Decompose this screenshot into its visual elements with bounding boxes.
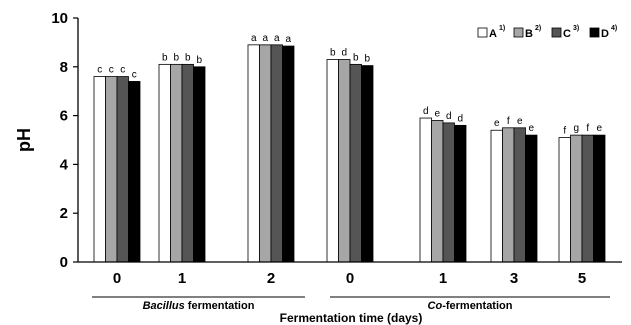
bar-significance-letter: a <box>262 33 268 44</box>
x-tick-label: 2 <box>267 270 275 287</box>
bar-significance-letter: c <box>97 65 102 76</box>
y-axis-label: pH <box>14 128 34 152</box>
legend-footnote-marker: 2) <box>535 25 541 32</box>
bar-significance-letter: e <box>494 118 500 129</box>
x-tick-label: 0 <box>113 270 121 287</box>
y-tick-label: 6 <box>60 108 68 125</box>
bar-significance-letter: e <box>517 116 523 127</box>
bar <box>326 59 339 263</box>
x-tick-label: 1 <box>439 270 447 287</box>
y-tick-label: 8 <box>60 59 68 76</box>
bar-significance-letter: b <box>162 52 168 63</box>
legend-label: A <box>489 28 497 40</box>
bar-significance-letter: d <box>446 111 452 122</box>
bar-significance-letter: b <box>330 47 336 58</box>
legend-footnote-marker: 4) <box>611 25 617 32</box>
x-tick-label: 5 <box>578 270 586 287</box>
bar <box>181 63 194 263</box>
bar-significance-letter: c <box>120 65 125 76</box>
bar-significance-letter: b <box>196 55 202 66</box>
y-axis-ticks: 0 2 4 6 8 10 <box>51 10 78 271</box>
bar-significance-letter: e <box>596 123 602 134</box>
bar <box>502 127 515 263</box>
bar <box>158 63 171 263</box>
bar-significance-letter: b <box>353 52 359 63</box>
bar <box>116 76 129 263</box>
x-axis-label: Fermentation time (days) <box>280 311 423 325</box>
bar <box>270 44 283 263</box>
legend-label: B <box>525 28 533 40</box>
bar-significance-letter: b <box>173 52 179 63</box>
bar-significance-letter: d <box>341 47 347 58</box>
bar-significance-letter: a <box>251 33 257 44</box>
bar <box>247 44 260 263</box>
bar <box>193 66 206 263</box>
legend-footnote-marker: 3) <box>573 25 579 32</box>
bar-significance-letter: f <box>563 126 566 137</box>
x-tick-label: 0 <box>346 270 354 287</box>
bar <box>558 137 571 263</box>
legend-swatch <box>477 27 488 38</box>
bar-significance-letter: c <box>132 69 137 80</box>
bar <box>170 63 183 263</box>
bar-significance-letter: f <box>586 123 589 134</box>
legend-swatch <box>513 27 524 38</box>
x-tick-label: 1 <box>178 270 186 287</box>
legend-footnote-marker: 1) <box>499 25 505 32</box>
bar <box>570 134 583 263</box>
bar-significance-letter: f <box>507 116 510 127</box>
bar <box>93 76 106 263</box>
bar-significance-letter: d <box>457 113 463 124</box>
bar <box>442 122 455 263</box>
bar <box>581 134 594 263</box>
legend-label: D <box>601 28 609 40</box>
y-tick-label: 2 <box>60 205 68 222</box>
bar <box>431 120 444 263</box>
bar <box>282 45 295 263</box>
bar <box>361 65 374 263</box>
y-tick-label: 10 <box>51 10 68 27</box>
bar <box>593 134 606 263</box>
x-tick-label: 3 <box>510 270 518 287</box>
y-tick-label: 0 <box>60 254 68 271</box>
bar-significance-letter: b <box>364 54 370 65</box>
legend-label: C <box>563 28 571 40</box>
bar-significance-letter: c <box>109 65 114 76</box>
bar <box>454 124 467 263</box>
bar <box>105 76 118 263</box>
legend-swatch <box>551 27 562 38</box>
bar-significance-letter: g <box>573 123 579 134</box>
bar-significance-letter: a <box>285 34 291 45</box>
x-axis-ticks: 0 1 2 0 1 3 5 <box>113 270 586 287</box>
bar <box>490 129 503 263</box>
group-label: Co-fermentation <box>428 300 513 312</box>
bar <box>338 59 351 263</box>
legend-swatch <box>589 27 600 38</box>
bar <box>419 117 432 263</box>
bar <box>513 127 526 263</box>
bar-series <box>93 44 606 263</box>
legend: A 1) B 2) C 3) D 4) <box>477 25 617 40</box>
bar-significance-letter: b <box>185 52 191 63</box>
y-tick-label: 4 <box>60 156 69 173</box>
axes <box>77 18 622 263</box>
bar-significance-letter: e <box>528 123 534 134</box>
bar <box>259 44 272 263</box>
group-label: Bacillus fermentation <box>143 300 255 312</box>
bar <box>349 63 362 263</box>
bar-significance-letter: d <box>423 106 429 117</box>
bar <box>525 134 538 263</box>
bar-significance-letter: e <box>434 108 440 119</box>
bar <box>128 81 141 263</box>
bar-significance-letter: a <box>274 33 280 44</box>
category-groups: Bacillus fermentation Co-fermentation <box>92 296 610 312</box>
